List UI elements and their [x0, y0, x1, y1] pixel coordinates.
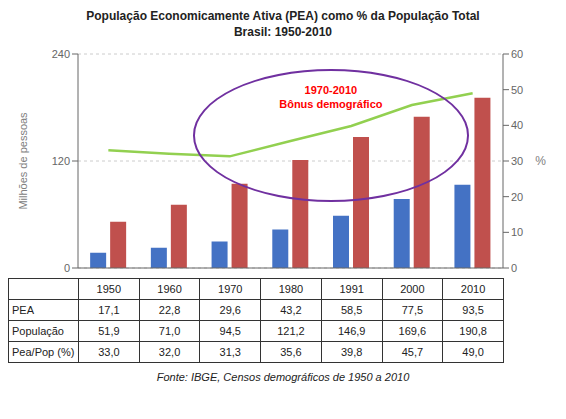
html-text:1991: 1991: [339, 283, 364, 295]
html-text:45,7: 45,7: [401, 346, 424, 358]
html-text:31,3: 31,3: [219, 346, 241, 358]
html-text:51,9: 51,9: [98, 325, 120, 337]
svg-text:60: 60: [511, 48, 523, 60]
svg-text:50: 50: [511, 84, 523, 96]
svg-text:20: 20: [511, 191, 523, 203]
html-text:121,2: 121,2: [277, 325, 305, 337]
svg-text:Milhões de pessoas: Milhões de pessoas: [17, 112, 29, 210]
html-text:35,6: 35,6: [280, 346, 302, 358]
html-text:17,1: 17,1: [98, 304, 120, 316]
html-text:1960: 1960: [157, 283, 182, 295]
html-text:43,2: 43,2: [280, 304, 302, 316]
html-text:32,0: 32,0: [158, 346, 181, 358]
html-text:1970-2010: 1970-2010: [304, 83, 358, 96]
svg-text:40: 40: [511, 119, 523, 131]
html-text:58,5: 58,5: [341, 304, 363, 316]
html-text:94,5: 94,5: [219, 325, 241, 337]
svg-text:30: 30: [511, 155, 523, 167]
html-text:146,9: 146,9: [337, 325, 366, 337]
html-text:190,8: 190,8: [459, 325, 487, 337]
svg-text:240: 240: [52, 48, 70, 60]
svg-text:10: 10: [511, 226, 523, 238]
html-text:1970: 1970: [218, 283, 243, 295]
html-text:População: População: [12, 325, 64, 337]
html-text:1980: 1980: [278, 283, 304, 295]
html-text:71,0: 71,0: [158, 325, 181, 337]
svg-text:120: 120: [52, 155, 70, 167]
html-text:1950: 1950: [96, 283, 122, 295]
html-text:169,6: 169,6: [398, 325, 427, 337]
svg-text:0: 0: [511, 262, 517, 274]
svg-text:0: 0: [64, 262, 70, 274]
html-text:Bônus demográfico: Bônus demográfico: [279, 97, 383, 110]
html-text:População Economicamente Ativa: População Economicamente Ativa (PEA) com…: [86, 9, 480, 23]
html-text:PEA: PEA: [12, 304, 34, 316]
html-text:93,5: 93,5: [462, 304, 484, 316]
html-text:49,0: 49,0: [462, 346, 484, 358]
html-text:2000: 2000: [400, 283, 425, 295]
html-text:2010: 2010: [460, 283, 486, 295]
html-text:29,6: 29,6: [219, 304, 241, 316]
html-text:Brasil: 1950-2010: Brasil: 1950-2010: [234, 25, 332, 39]
html-text:77,5: 77,5: [401, 304, 424, 316]
html-text:22,8: 22,8: [158, 304, 181, 316]
html-text:Pea/Pop (%): Pea/Pop (%): [12, 346, 75, 358]
html-text:39,8: 39,8: [341, 346, 363, 358]
html-text:33,0: 33,0: [98, 346, 120, 358]
svg-text:%: %: [535, 154, 546, 168]
html-text:Fonte: IBGE, Censos demográfic: Fonte: IBGE, Censos demográficos de 1950…: [156, 371, 410, 383]
